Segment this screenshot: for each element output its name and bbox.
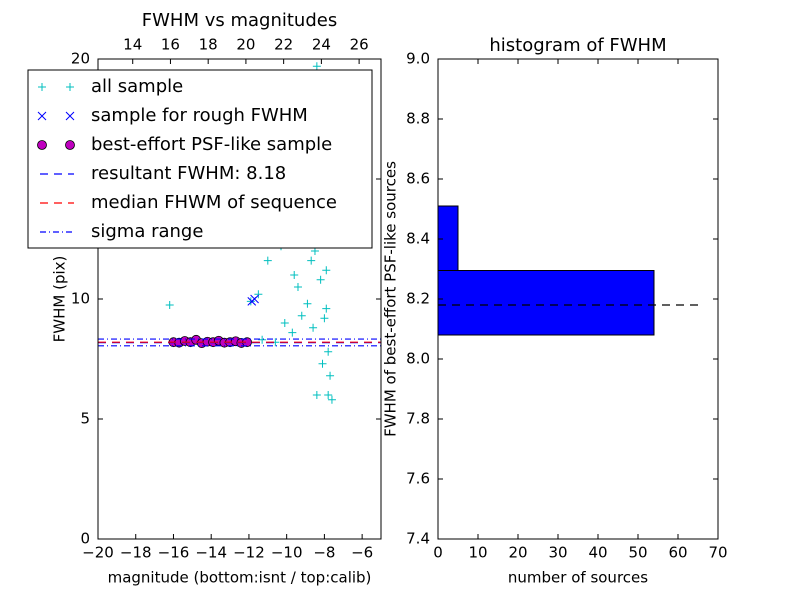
x2-tick-label: 20 bbox=[236, 36, 255, 54]
point bbox=[307, 256, 316, 265]
x2-tick-label: 18 bbox=[199, 36, 218, 54]
y-tick-label: 7.8 bbox=[406, 410, 430, 428]
legend-marker bbox=[38, 83, 46, 91]
point bbox=[288, 328, 297, 337]
legend-marker bbox=[37, 111, 47, 121]
y-tick-label: 20 bbox=[71, 50, 90, 68]
point bbox=[246, 297, 255, 306]
legend-label: best-effort PSF-like sample bbox=[91, 134, 332, 155]
point bbox=[312, 62, 321, 71]
y-tick-label: 0 bbox=[80, 530, 90, 548]
y-tick-label: 9.0 bbox=[406, 50, 430, 68]
point bbox=[303, 299, 312, 308]
legend-box bbox=[27, 69, 373, 249]
bar bbox=[437, 205, 459, 271]
point bbox=[165, 301, 174, 309]
legend-label: sample for rough FWHM bbox=[91, 105, 308, 126]
x-tick-label: −10 bbox=[271, 544, 303, 562]
point bbox=[258, 335, 267, 344]
x2-tick-label: 14 bbox=[123, 36, 142, 54]
point bbox=[309, 323, 318, 332]
point bbox=[263, 256, 272, 265]
x2-tick-label: 22 bbox=[274, 36, 293, 54]
x-tick-label: −14 bbox=[195, 544, 227, 562]
x-axis-label: number of sources bbox=[508, 569, 648, 587]
y-tick-label: 10 bbox=[71, 290, 90, 308]
x2-tick-label: 16 bbox=[161, 36, 180, 54]
point bbox=[324, 391, 333, 399]
point bbox=[293, 283, 302, 291]
y-tick-label: 7.4 bbox=[406, 530, 430, 548]
point bbox=[327, 395, 336, 404]
x-tick-label: −18 bbox=[120, 544, 152, 562]
point bbox=[250, 294, 259, 304]
y-tick-label: 8.2 bbox=[406, 290, 430, 308]
y-tick-label: 7.6 bbox=[406, 470, 430, 488]
legend-marker bbox=[37, 140, 47, 150]
point bbox=[290, 271, 299, 279]
y-axis-label: FWHM of best-effort PSF-like sources bbox=[382, 161, 400, 437]
legend-label: sigma range bbox=[91, 221, 203, 242]
y-axis-label: FWHM (pix) bbox=[51, 256, 69, 343]
x2-tick-label: 26 bbox=[350, 36, 369, 54]
point bbox=[316, 275, 325, 284]
x-tick-label: 10 bbox=[468, 544, 487, 562]
x-tick-label: −8 bbox=[313, 544, 335, 562]
x-tick-label: 60 bbox=[668, 544, 687, 562]
y-tick-label: 8.4 bbox=[406, 230, 430, 248]
chart-title: histogram of FWHM bbox=[489, 35, 666, 56]
x-tick-label: 0 bbox=[433, 544, 443, 562]
point bbox=[312, 391, 321, 399]
x-tick-label: −20 bbox=[82, 544, 114, 562]
legend-label: median FHWM of sequence bbox=[91, 192, 337, 213]
legend-marker bbox=[66, 83, 74, 91]
point bbox=[326, 371, 335, 380]
x-tick-label: −12 bbox=[233, 544, 265, 562]
x-tick-label: 70 bbox=[708, 544, 727, 562]
point bbox=[320, 314, 329, 323]
point bbox=[322, 304, 331, 313]
y-tick-label: 5 bbox=[80, 410, 90, 428]
x-tick-label: −16 bbox=[158, 544, 190, 562]
x2-tick-label: 24 bbox=[312, 36, 331, 54]
y-tick-label: 8.6 bbox=[406, 170, 430, 188]
x-tick-label: 50 bbox=[628, 544, 647, 562]
x-tick-label: 20 bbox=[508, 544, 527, 562]
legend-label: resultant FWHM: 8.18 bbox=[91, 163, 286, 184]
x-axis-label: magnitude (bottom:isnt / top:calib) bbox=[108, 569, 372, 587]
x-tick-label: −6 bbox=[351, 544, 373, 562]
point bbox=[318, 359, 327, 368]
y-tick-label: 8.8 bbox=[406, 110, 430, 128]
legend-label: all sample bbox=[91, 76, 183, 97]
point bbox=[297, 311, 306, 320]
x-tick-label: 30 bbox=[548, 544, 567, 562]
y-tick-label: 8.0 bbox=[406, 350, 430, 368]
chart-title: FWHM vs magnitudes bbox=[142, 10, 337, 31]
point bbox=[324, 347, 333, 356]
bar bbox=[437, 270, 655, 336]
legend-marker bbox=[65, 140, 75, 150]
point bbox=[280, 319, 289, 327]
point bbox=[254, 290, 263, 299]
x-tick-label: 40 bbox=[588, 544, 607, 562]
point bbox=[322, 266, 331, 275]
legend-marker bbox=[65, 111, 75, 121]
